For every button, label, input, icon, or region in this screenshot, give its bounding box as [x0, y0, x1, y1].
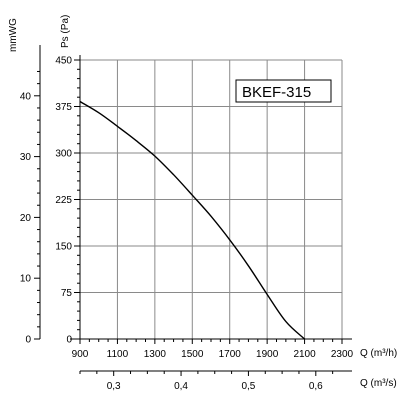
- secondary-x-tick-label: 0,5: [241, 381, 255, 392]
- x-tick-label: 1300: [144, 349, 167, 360]
- x-tick-label: 1500: [181, 349, 204, 360]
- y-axis-title: Ps (Pa): [60, 15, 71, 48]
- secondary-y-tick-label: 30: [20, 152, 32, 163]
- secondary-y-tick-label: 40: [20, 91, 32, 102]
- x-tick-label: 2100: [293, 349, 316, 360]
- x-tick-label: 900: [72, 349, 89, 360]
- secondary-y-axis-title: mmWG: [8, 18, 19, 52]
- y-tick-label: 450: [55, 56, 72, 67]
- secondary-x-axis-title: Q (m³/s): [360, 378, 397, 389]
- secondary-y-tick-label: 10: [20, 274, 32, 285]
- x-axis-title: Q (m³/h): [360, 348, 397, 359]
- secondary-x-tick-label: 0,4: [174, 381, 188, 392]
- y-tick-label: 75: [61, 288, 73, 299]
- performance-curve: [79, 100, 306, 340]
- x-tick-label: 1100: [107, 349, 129, 360]
- secondary-y-tick-label: 20: [20, 213, 32, 224]
- secondary-y-tick-label: 0: [25, 335, 31, 346]
- x-tick-label: 2300: [331, 349, 354, 360]
- secondary-x-tick-label: 0,3: [107, 381, 121, 392]
- grid: [79, 59, 343, 340]
- ticks: [34, 59, 343, 376]
- x-tick-label: 1700: [219, 349, 242, 360]
- x-tick-label: 1900: [256, 349, 279, 360]
- y-tick-label: 300: [55, 149, 72, 160]
- model-label: BKEF-315: [242, 84, 311, 101]
- tick-labels: 900 1100 1300 1500 1700 1900 2100 2300 0 75 150 225…: [20, 56, 354, 393]
- y-tick-label: 150: [55, 242, 72, 253]
- y-tick-label: 0: [66, 335, 72, 346]
- y-tick-label: 375: [55, 102, 72, 113]
- secondary-x-tick-label: 0,6: [309, 381, 323, 392]
- y-tick-label: 225: [55, 195, 72, 206]
- model-label-box: BKEF-315: [235, 79, 332, 103]
